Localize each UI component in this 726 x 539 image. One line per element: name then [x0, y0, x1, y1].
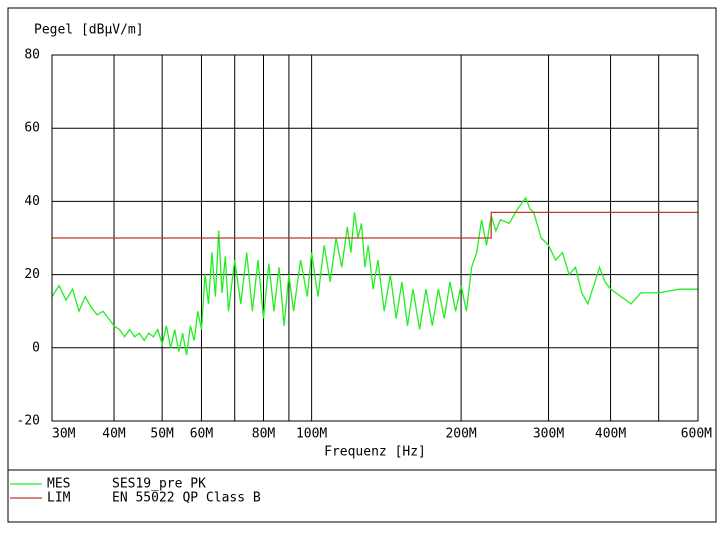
y-tick-label: 0 [32, 340, 40, 355]
y-tick-label: 40 [24, 194, 40, 209]
x-tick-label: 300M [533, 427, 564, 442]
y-tick-label: 20 [24, 267, 40, 282]
x-tick-label: 40M [102, 427, 126, 442]
y-tick-label: 80 [24, 48, 40, 63]
x-axis-label: Frequenz [Hz] [324, 445, 426, 460]
x-tick-label: 100M [296, 427, 327, 442]
frame [7, 7, 717, 523]
legend-description: EN 55022 QP Class B [112, 491, 261, 506]
plot-border [51, 54, 699, 422]
x-tick-label: 400M [595, 427, 626, 442]
y-axis-label: Pegel [dBµV/m] [34, 23, 144, 38]
x-tick-label: 50M [150, 427, 174, 442]
y-tick-label: 60 [24, 121, 40, 136]
legend-name: LIM [47, 491, 71, 506]
y-tick-label: -20 [17, 414, 40, 429]
x-tick-label: 60M [190, 427, 214, 442]
x-tick-label: 200M [445, 427, 476, 442]
x-tick-label: 30M [52, 427, 76, 442]
legend-description: SES19_pre PK [112, 477, 206, 492]
series-line [51, 196, 698, 356]
x-tick-label: 600M [681, 427, 712, 442]
legend-name: MES [47, 477, 70, 492]
series-line [52, 211, 698, 239]
x-tick-label: 80M [252, 427, 276, 442]
